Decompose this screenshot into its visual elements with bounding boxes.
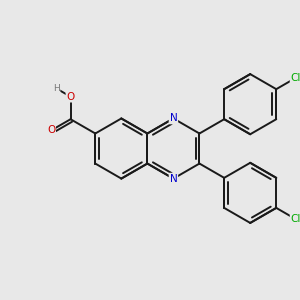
Text: N: N [169,113,177,124]
Text: O: O [66,92,75,102]
Text: H: H [53,84,60,93]
Text: Cl: Cl [291,73,300,83]
Text: O: O [47,125,55,136]
Text: N: N [169,174,177,184]
Text: Cl: Cl [291,214,300,224]
